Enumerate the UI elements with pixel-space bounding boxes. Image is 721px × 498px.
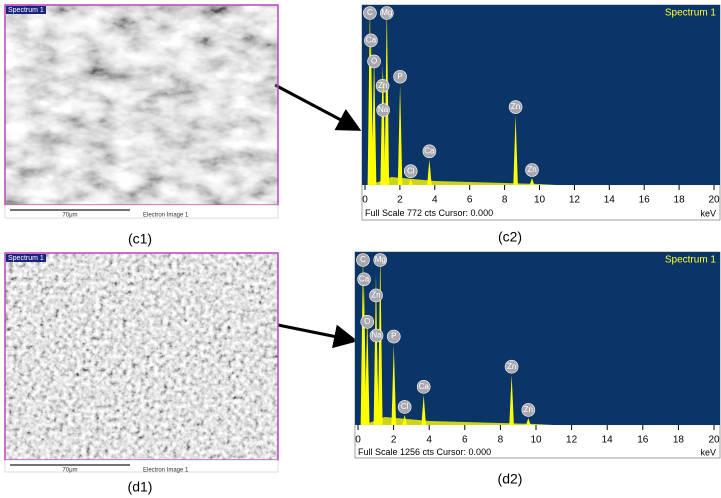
peak-label: Na xyxy=(371,331,382,340)
peak-label: C xyxy=(367,8,373,17)
image-label: Electron Image 1 xyxy=(143,468,189,474)
footer-part: Full Scale xyxy=(358,447,398,457)
peak-label: Ca xyxy=(359,274,370,283)
peak-label: Zn xyxy=(371,291,380,300)
tick-label: 14 xyxy=(602,435,614,446)
arrow xyxy=(278,325,352,340)
peak-label: Cl xyxy=(407,166,415,175)
axis-unit: keV xyxy=(700,447,716,457)
tick-label: 16 xyxy=(637,435,649,446)
tick-label: 0 xyxy=(355,435,361,446)
scale-label: 70μm xyxy=(62,213,77,219)
peak-label: Ca xyxy=(366,36,377,45)
footer: Full Scale 1256 cts Cursor: 0.000 xyxy=(358,447,491,457)
sem-image xyxy=(5,253,278,460)
tick-label: 18 xyxy=(674,195,686,206)
strip xyxy=(5,460,278,472)
tick-label: 8 xyxy=(502,195,508,206)
caption: (d1) xyxy=(128,479,153,495)
footer-part: cts Cursor: 0.000 xyxy=(420,447,491,457)
caption: (d2) xyxy=(498,471,523,487)
tick-label: 0 xyxy=(362,195,368,206)
tick-label: 12 xyxy=(566,435,578,446)
tick-label: 10 xyxy=(530,435,542,446)
plot-area xyxy=(355,252,720,425)
axis-unit: keV xyxy=(700,208,716,218)
sem-image xyxy=(5,5,278,205)
tick-label: 6 xyxy=(467,195,473,206)
peak-label: Na xyxy=(378,105,389,114)
footer-part: 1256 xyxy=(398,447,421,457)
peak-label: O xyxy=(364,317,370,326)
tick-label: 20 xyxy=(708,435,720,446)
figure: (c1) Spectrum 1 70μm Electron Image 1 (c2) Sp… xyxy=(0,0,721,498)
tick-label: 2 xyxy=(391,435,397,446)
peak-label: Zn xyxy=(507,362,516,371)
peak-label: Cl xyxy=(401,402,409,411)
peak-label: Mg xyxy=(381,8,392,17)
tick-label: 8 xyxy=(498,435,504,446)
peak-label: Zn xyxy=(527,165,536,174)
image-tag: Spectrum 1 xyxy=(8,255,44,262)
image-tag: Spectrum 1 xyxy=(8,7,44,14)
footer-part: 772 xyxy=(405,208,423,218)
tick-label: 16 xyxy=(639,195,651,206)
plot-area xyxy=(362,5,720,185)
tick-label: 20 xyxy=(708,195,720,206)
tick-label: 2 xyxy=(397,195,403,206)
peak-label: C xyxy=(360,255,366,264)
peak-label: P xyxy=(391,332,396,341)
scale-label: 70μm xyxy=(62,468,77,474)
image-label: Electron Image 1 xyxy=(143,213,189,219)
peak-label: P xyxy=(397,72,402,81)
tick-label: 18 xyxy=(673,435,685,446)
spectrum-title: Spectrum 1 xyxy=(665,8,717,19)
peak-label: Mg xyxy=(375,255,386,264)
footer: Full Scale 772 cts Cursor: 0.000 xyxy=(365,208,493,218)
strip xyxy=(5,205,278,218)
peak-label: Ca xyxy=(419,382,430,391)
tick-label: 12 xyxy=(569,195,581,206)
peak-label: Zn xyxy=(511,102,520,111)
tick-label: 4 xyxy=(426,435,432,446)
tick-label: 4 xyxy=(432,195,438,206)
tick-label: 6 xyxy=(462,435,468,446)
footer-part: Full Scale xyxy=(365,208,405,218)
peak-label: Zn xyxy=(378,81,387,90)
caption: (c2) xyxy=(498,229,522,245)
peak-label: Zn xyxy=(524,405,533,414)
footer-part: cts Cursor: 0.000 xyxy=(422,208,493,218)
spectrum-title: Spectrum 1 xyxy=(665,255,717,266)
peak-label: O xyxy=(371,57,377,66)
tick-label: 14 xyxy=(604,195,616,206)
caption: (c1) xyxy=(128,231,152,247)
tick-label: 10 xyxy=(534,195,546,206)
peak-label: Ca xyxy=(424,146,435,155)
arrow xyxy=(275,85,356,128)
